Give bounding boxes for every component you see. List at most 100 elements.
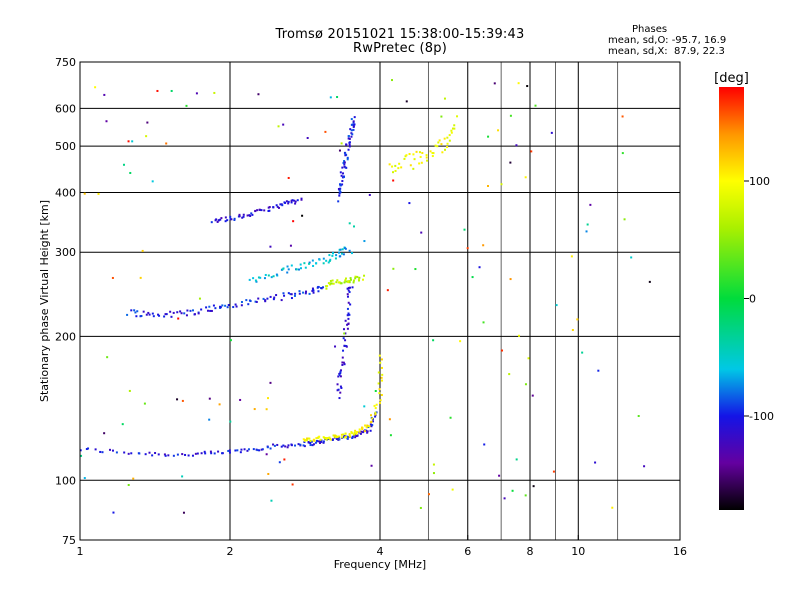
data-point [330, 282, 333, 285]
data-point [108, 448, 111, 451]
data-point [440, 143, 443, 146]
data-point [240, 301, 243, 304]
data-point [648, 280, 651, 283]
data-point [291, 483, 294, 486]
data-point [99, 450, 102, 453]
data-point [105, 120, 108, 123]
data-point [300, 198, 303, 201]
data-point [287, 268, 290, 271]
data-point [372, 420, 375, 423]
data-point [311, 289, 314, 292]
data-point [187, 454, 190, 457]
data-point [278, 461, 281, 464]
data-point [346, 327, 349, 330]
data-point [339, 255, 342, 258]
data-point [270, 499, 273, 502]
data-point [145, 135, 148, 138]
data-point [362, 278, 365, 281]
data-point [239, 451, 242, 454]
data-point [451, 488, 454, 491]
data-point [360, 430, 363, 433]
data-point [176, 311, 179, 314]
data-point [343, 161, 346, 164]
data-point [630, 256, 633, 259]
data-point [226, 306, 229, 309]
data-point [352, 433, 355, 436]
data-point [369, 421, 372, 424]
data-point [418, 151, 421, 154]
data-point [220, 217, 223, 220]
data-point [246, 214, 249, 217]
data-point [388, 163, 391, 166]
data-point [224, 304, 227, 307]
data-point [478, 266, 481, 269]
data-point [101, 451, 104, 454]
data-point [337, 388, 340, 391]
data-point [352, 125, 355, 128]
data-point [111, 276, 114, 279]
data-point [283, 201, 286, 204]
data-point [328, 260, 331, 263]
data-point [147, 311, 150, 314]
data-point [347, 135, 350, 138]
data-point [350, 118, 353, 121]
data-point [509, 114, 512, 117]
data-point [524, 176, 527, 179]
chart-title: Tromsø 20151021 15:38:00-15:39:43 [275, 27, 525, 42]
data-point [214, 307, 217, 310]
data-point [493, 82, 496, 85]
y-tick-label: 300 [55, 246, 76, 259]
data-point [269, 447, 272, 450]
data-point [354, 277, 357, 280]
data-point [276, 205, 279, 208]
data-point [380, 366, 383, 369]
data-point [302, 291, 305, 294]
data-point [332, 434, 335, 437]
data-point [343, 363, 346, 366]
data-point [358, 279, 361, 282]
data-point [286, 265, 289, 268]
data-point [289, 244, 292, 247]
data-point [351, 437, 354, 440]
data-point [509, 161, 512, 164]
data-point [172, 454, 175, 457]
data-point [282, 444, 285, 447]
data-point [322, 262, 325, 265]
data-point [375, 403, 378, 406]
data-point [189, 309, 192, 312]
data-point [209, 450, 212, 453]
data-point [292, 220, 295, 223]
data-point [589, 203, 592, 206]
data-point [344, 152, 347, 155]
x-tick-label: 4 [377, 545, 384, 558]
data-point [217, 450, 220, 453]
data-point [373, 404, 376, 407]
data-point [131, 140, 134, 143]
data-point [172, 311, 175, 314]
data-point [184, 453, 187, 456]
data-point [334, 345, 337, 348]
data-point [241, 216, 244, 219]
data-point [352, 279, 355, 282]
data-point [339, 171, 342, 174]
data-point [128, 389, 131, 392]
data-point [273, 296, 276, 299]
x-tick-label: 8 [527, 545, 534, 558]
data-point [524, 383, 527, 386]
data-point [221, 452, 224, 455]
data-point [286, 446, 289, 449]
data-point [307, 440, 310, 443]
data-point [103, 93, 106, 96]
data-point [290, 297, 293, 300]
data-point [256, 209, 259, 212]
data-point [327, 261, 330, 264]
data-point [341, 248, 344, 251]
data-point [290, 444, 293, 447]
data-point [343, 163, 346, 166]
data-point [432, 472, 435, 475]
data-point [352, 128, 355, 131]
data-point [338, 149, 341, 152]
data-point [555, 304, 558, 307]
data-point [267, 274, 270, 277]
data-point [229, 339, 232, 342]
